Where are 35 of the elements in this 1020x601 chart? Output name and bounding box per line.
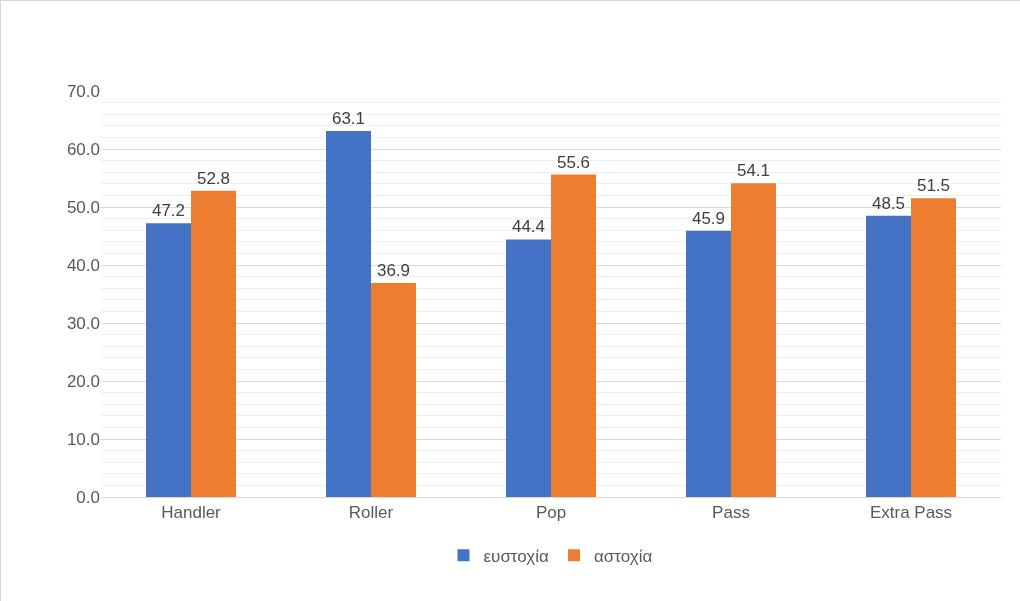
- data-label: 63.1: [331, 109, 366, 129]
- data-label: 36.9: [376, 260, 411, 280]
- y-tick-label: 70.0: [66, 81, 100, 101]
- legend-label: αστοχία: [594, 546, 653, 566]
- bar: [506, 239, 551, 497]
- data-label: 45.9: [691, 208, 726, 228]
- data-label: 51.5: [916, 176, 951, 196]
- y-tick-label: 60.0: [66, 139, 100, 159]
- x-tick-label: Pop: [535, 503, 567, 523]
- y-tick-label: 20.0: [66, 371, 100, 391]
- x-tick-label: Roller: [348, 503, 394, 523]
- bar: [731, 183, 776, 497]
- y-tick-label: 30.0: [66, 313, 100, 333]
- legend-label: ευστοχία: [483, 546, 550, 566]
- bar: [911, 198, 956, 497]
- y-tick-label: 10.0: [66, 429, 100, 449]
- data-label: 52.8: [196, 168, 231, 188]
- x-tick-label: Extra Pass: [869, 503, 953, 523]
- bar: [371, 282, 416, 497]
- bar: [326, 131, 371, 497]
- x-tick-label: Handler: [161, 503, 222, 523]
- data-label: 54.1: [736, 161, 771, 181]
- data-label: 44.4: [511, 217, 546, 237]
- data-label: 47.2: [151, 201, 186, 221]
- y-tick-label: 50.0: [66, 197, 100, 217]
- data-label: 55.6: [556, 152, 591, 172]
- data-label: 48.5: [871, 193, 906, 213]
- y-tick-label: 40.0: [66, 255, 100, 275]
- bar: [146, 223, 191, 497]
- bar: [686, 230, 731, 497]
- x-tick-label: Pass: [712, 503, 750, 523]
- bar: [866, 215, 911, 497]
- bar: [551, 174, 596, 497]
- y-tick-label: 0.0: [76, 487, 100, 507]
- bar: [191, 190, 236, 497]
